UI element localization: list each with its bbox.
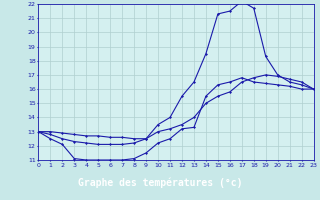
Text: Graphe des températures (°c): Graphe des températures (°c) (78, 178, 242, 188)
